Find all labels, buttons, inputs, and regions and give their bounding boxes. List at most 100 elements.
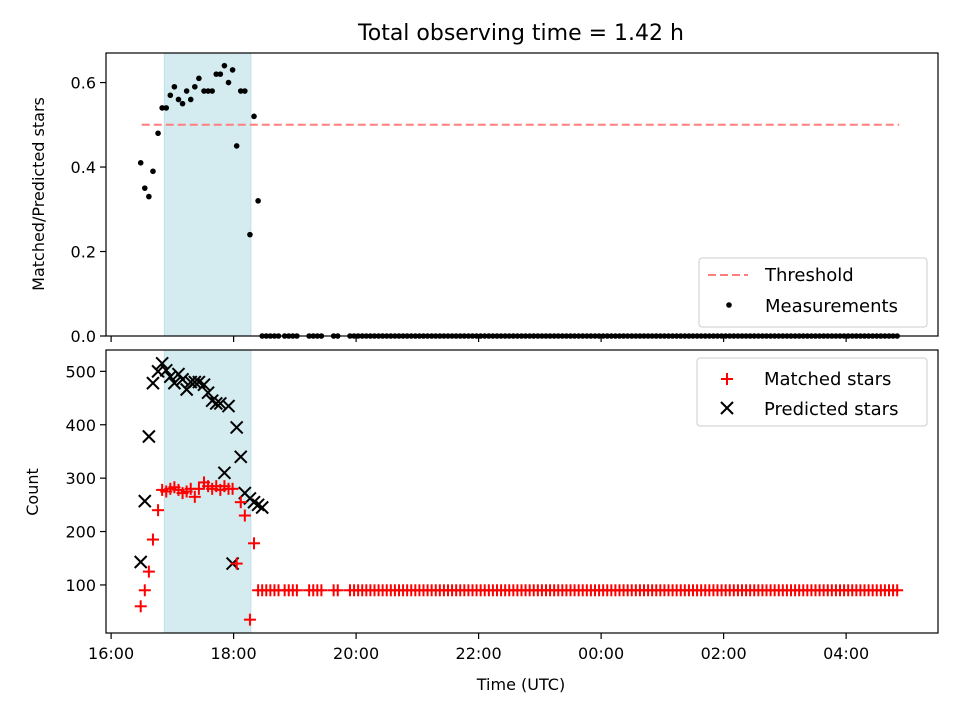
top-plot-frame — [105, 52, 939, 337]
matched-star-marker — [230, 557, 243, 570]
predicted-star-marker — [255, 500, 269, 515]
top-legend: Threshold Measurements — [698, 257, 928, 328]
predicted-star-marker-b — [234, 450, 248, 464]
top-shaded-interval — [163, 52, 252, 337]
matched-star-marker — [188, 490, 201, 503]
measurement-point — [225, 79, 232, 86]
measurement-point — [146, 193, 152, 200]
measurement-point — [196, 75, 202, 82]
matched-star-marker — [142, 565, 155, 578]
predicted-star-marker — [213, 396, 228, 411]
bottom-y-axis-label: Count — [23, 468, 42, 516]
measurement-point — [163, 105, 170, 111]
measurement-point — [159, 105, 165, 111]
predicted-star-marker-b — [142, 429, 156, 444]
measurement-point — [205, 88, 211, 94]
x-tick-label: 20:00 — [333, 644, 379, 663]
matched-star-marker — [290, 584, 303, 597]
predicted-star-marker — [188, 375, 202, 389]
measurement-point — [233, 143, 240, 149]
measurement-point — [175, 96, 182, 103]
matched-star-marker — [138, 584, 151, 597]
bottom-y-tick-label: 400 — [65, 416, 96, 435]
matched-star-marker — [134, 600, 147, 613]
measurement-point — [192, 83, 198, 90]
predicted-star-marker-b — [163, 369, 178, 384]
predicted-star-marker — [209, 396, 223, 411]
top-y-tick-label: 0.6 — [71, 74, 96, 93]
measurement-point — [209, 88, 215, 94]
top-y-tick-label: 0.4 — [71, 158, 96, 177]
predicted-star-marker-b — [201, 386, 215, 400]
bottom-y-tick-label: 300 — [65, 469, 96, 488]
measurement-point — [213, 71, 220, 77]
x-tick-label: 18:00 — [211, 644, 257, 663]
matched-star-marker — [152, 504, 165, 517]
measurement-point — [229, 67, 236, 73]
predicted-star-marker — [142, 429, 156, 444]
bottom-y-tick-label: 200 — [65, 523, 96, 542]
measurement-point — [150, 168, 156, 175]
predicted-star-marker — [201, 386, 215, 400]
predicted-star-marker-b — [209, 396, 223, 411]
predicted-star-marker-b — [221, 399, 236, 413]
measurement-point — [137, 160, 144, 166]
chart-title: Total observing time = 1.42 h — [357, 21, 684, 46]
measurement-point — [251, 113, 257, 120]
x-tick-label: 00:00 — [578, 644, 624, 663]
bottom-legend-box — [696, 357, 928, 427]
predicted-star-marker-b — [155, 356, 169, 371]
x-tick-label: 22:00 — [456, 644, 502, 663]
predicted-star-marker-b — [134, 555, 148, 569]
predicted-star-marker-b — [192, 375, 206, 389]
predicted-star-marker — [175, 372, 190, 387]
legend-matched-swatch — [721, 373, 733, 385]
measurement-point — [179, 100, 186, 107]
bottom-y-tick-label: 100 — [65, 576, 96, 595]
top-legend-box — [698, 257, 928, 328]
top-y-tick-label: 0.2 — [71, 243, 96, 262]
bottom-plot-frame — [105, 349, 939, 634]
legend-predicted-label: Predicted stars — [764, 399, 898, 420]
legend-measurements-label: Measurements — [765, 296, 898, 317]
legend-measurements-swatch — [726, 302, 732, 308]
measurement-point — [217, 71, 224, 77]
bottom-legend: Matched stars Predicted stars — [696, 357, 928, 427]
x-tick-label: 02:00 — [701, 644, 747, 663]
matched-star-marker — [192, 482, 205, 495]
predicted-star-marker — [155, 356, 169, 371]
predicted-star-marker-b — [138, 494, 152, 508]
matched-star-marker — [238, 509, 251, 522]
predicted-star-marker — [167, 376, 182, 390]
measurement-point — [141, 185, 148, 191]
predicted-star-marker-b — [255, 500, 269, 515]
measurement-point — [171, 83, 178, 90]
predicted-star-marker-b — [175, 372, 190, 387]
measurement-point — [155, 130, 161, 137]
x-tick-label: 16:00 — [88, 644, 134, 663]
predicted-star-marker — [234, 450, 248, 464]
measurement-point — [183, 88, 190, 94]
predicted-star-marker-b — [217, 466, 232, 480]
x-axis-label: Time (UTC) — [476, 675, 565, 694]
matched-star-marker — [226, 482, 239, 495]
predicted-star-marker-b — [146, 376, 160, 390]
top-y-axis-label: Matched/Predicted stars — [29, 97, 48, 291]
predicted-star-marker — [159, 363, 173, 377]
predicted-star-marker — [217, 466, 232, 480]
matched-star-marker — [146, 533, 159, 546]
predicted-star-marker — [138, 494, 152, 508]
matched-star-marker — [331, 584, 344, 597]
predicted-star-marker-b — [229, 420, 244, 435]
matched-star-marker — [243, 613, 256, 626]
bottom-y-tick-label: 500 — [65, 362, 96, 381]
predicted-star-marker — [197, 378, 211, 392]
top-panel: 0.0 0.2 0.4 0.6 Matched/Predicted stars Thr… — [29, 52, 939, 346]
legend-predicted-swatch — [720, 401, 734, 415]
predicted-star-marker-b — [213, 396, 228, 411]
bottom-panel: 100 200 300 400 500 16:00 18:00 20:00 22:00 00:0… — [23, 349, 939, 694]
measurement-point — [255, 198, 261, 204]
top-y-tick-label: 0.0 — [71, 327, 96, 346]
legend-matched-label: Matched stars — [764, 369, 891, 390]
